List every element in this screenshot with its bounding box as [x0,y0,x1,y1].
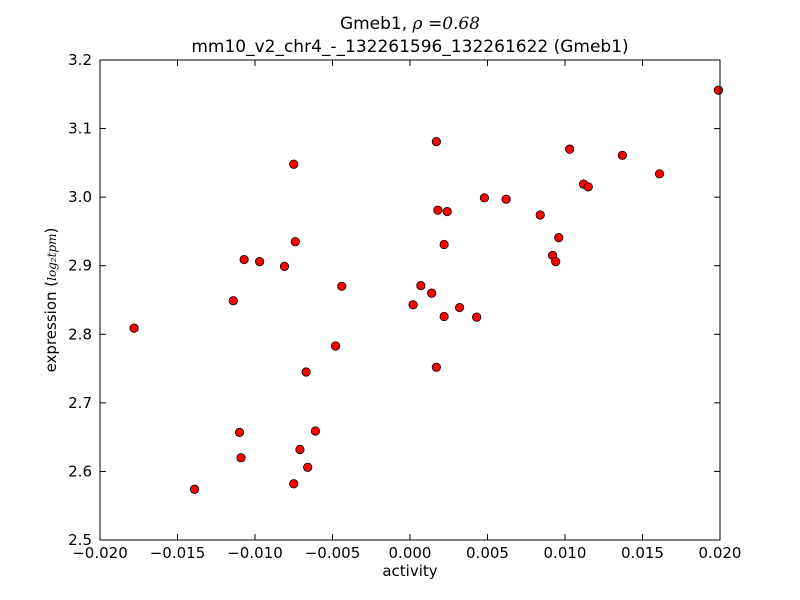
data-point [290,237,300,247]
y-axis-label: expression (log₂tpm) [42,228,60,373]
x-tick-label: −0.020 [72,544,128,562]
data-point [310,426,321,436]
data-point [303,462,313,472]
x-tick-label: 0.020 [699,544,742,562]
y-tick-label: 2.6 [68,462,92,480]
data-point [583,182,593,192]
x-tick-label: −0.015 [150,544,206,562]
axes [99,59,721,541]
x-tick-label: −0.010 [227,544,283,562]
data-point [433,205,443,215]
data-point [228,296,238,306]
y-tick-label: 3.0 [68,188,92,206]
x-tick-label: −0.005 [305,544,361,562]
y-axis-label-suffix: ) [42,228,60,234]
data-point [554,233,564,243]
x-tick-label: 0.010 [544,544,587,562]
data-point [239,254,249,265]
data-points [129,85,724,494]
data-point [301,367,311,377]
data-point [713,85,724,95]
y-tick-label: 2.7 [68,394,92,412]
data-point [535,210,545,220]
x-tick-label: 0.005 [466,544,509,562]
y-tick-label: 2.8 [68,325,92,343]
data-point [236,453,246,463]
chart-title: Gmeb1, ρ =0.68 [340,14,480,34]
data-point [289,159,299,169]
data-point [337,281,347,291]
x-tick-label: 0.000 [389,544,432,562]
data-point [617,150,627,160]
data-point [565,144,575,154]
data-point [289,479,299,489]
y-tick-label: 3.2 [68,51,92,69]
y-axis-label-math: log₂tpm [45,233,59,280]
data-point [427,288,437,298]
data-point [454,302,465,313]
data-point [439,239,449,250]
chart-subtitle: mm10_v2_chr4_-_132261596_132261622 (Gmeb… [191,37,628,57]
data-point [416,280,426,291]
y-tick-label: 2.5 [68,531,92,549]
data-point [189,484,200,494]
y-axis-label-prefix: expression ( [42,281,60,373]
data-point [234,427,245,437]
data-point [255,256,265,267]
y-tick-label: 2.9 [68,257,92,275]
data-point [295,444,305,455]
x-tick-label: 0.015 [621,544,664,562]
data-point [442,206,452,217]
data-point [408,300,418,310]
x-axis-ticks: −0.020 −0.015 −0.010 −0.005 0.000 0.005 0.010 0… [72,60,741,562]
axes-frame [99,59,721,541]
chart-title-prefix: Gmeb1, [340,14,413,34]
data-point [330,341,341,351]
data-point [279,261,290,271]
data-point [472,312,482,322]
data-point [551,256,561,267]
data-point [129,323,139,333]
x-axis-label: activity [382,562,437,580]
data-point [654,169,665,179]
y-axis-ticks: 2.5 2.6 2.7 2.8 2.9 3.0 3.1 3.2 [68,51,720,549]
data-point [439,311,449,322]
y-tick-label: 3.1 [68,120,92,138]
data-point [431,362,441,372]
chart-title-math: ρ =0.68 [412,14,481,34]
data-point [501,194,511,204]
data-point [431,137,441,147]
data-point [479,193,489,203]
